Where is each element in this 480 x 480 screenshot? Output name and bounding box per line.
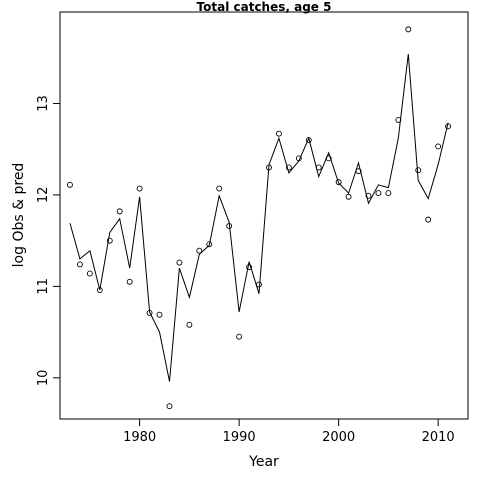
observed-point-2005 [385,190,392,197]
observed-point-2001 [345,193,352,200]
x-tick-label-2000: 2000 [322,430,355,445]
y-axis: 10 11 12 13 [36,95,60,386]
x-tick-label-1990: 1990 [223,430,256,445]
observed-point-2003 [365,192,372,199]
predicted-line [69,54,449,382]
plot-frame [59,11,469,420]
observed-point-1973 [67,181,73,188]
observed-point-1988 [216,185,223,192]
x-tick-label-2010: 2010 [422,430,455,445]
observed-point-2004 [375,190,382,197]
observed-point-1978 [116,208,123,215]
observed-point-1974 [76,261,83,268]
observed-point-1986 [196,247,203,254]
observed-point-2009 [425,216,432,223]
observed-point-1991 [246,264,253,271]
observed-point-2000 [335,179,342,186]
observed-point-1992 [256,281,262,288]
y-axis-label: log Obs & pred [11,163,27,268]
observed-point-2010 [435,143,442,150]
y-tick-label-10: 10 [36,370,51,387]
observed-point-1995 [285,164,292,171]
x-tick-label-1980: 1980 [123,430,156,445]
observed-point-1980 [136,185,143,192]
y-tick-label-11: 11 [36,278,51,295]
y-tick-label-12: 12 [36,187,51,204]
chart-title: Total catches, age 5 [197,0,332,14]
observed-point-1982 [156,311,163,318]
x-axis: 1980 1990 2000 2010 [123,419,455,445]
observed-point-1985 [186,321,193,328]
observed-point-1977 [106,237,113,244]
series-layer [67,26,452,410]
observed-point-1979 [126,278,133,285]
observed-point-2007 [405,26,412,33]
observed-point-1987 [206,241,213,248]
y-tick-label-13: 13 [36,95,51,112]
observed-point-1975 [86,270,93,277]
observed-point-1994 [275,130,282,137]
observed-point-1990 [236,333,243,340]
observed-point-1983 [166,403,173,410]
observed-point-2008 [415,167,422,174]
observed-point-1984 [176,259,183,266]
x-axis-label: Year [248,454,279,470]
